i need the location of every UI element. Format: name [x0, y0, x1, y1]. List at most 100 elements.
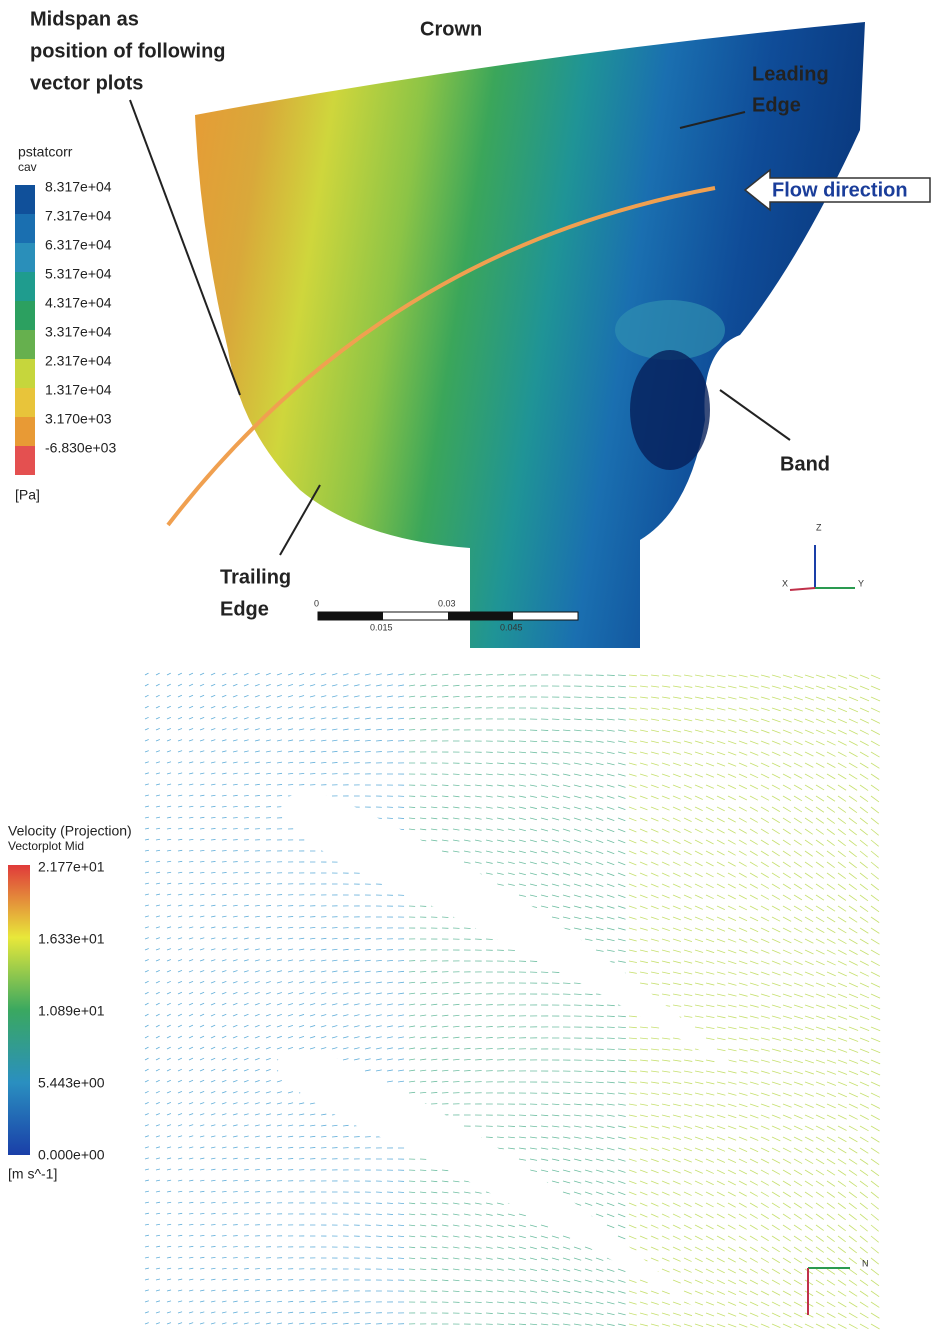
- vector: [618, 1302, 626, 1304]
- vector: [552, 873, 559, 875]
- vector: [662, 1093, 670, 1095]
- vector: [838, 1203, 846, 1209]
- vector: [156, 1312, 160, 1313]
- vector: [871, 752, 880, 757]
- vector: [156, 817, 160, 818]
- vector: [629, 1225, 636, 1228]
- vector: [332, 762, 337, 763]
- vector: [233, 751, 238, 752]
- vector: [167, 684, 171, 686]
- vector: [244, 773, 249, 774]
- vector: [145, 684, 149, 686]
- vector: [783, 851, 791, 856]
- vector: [464, 1258, 471, 1259]
- vector: [541, 840, 548, 842]
- vector: [145, 1147, 149, 1148]
- vector: [783, 1060, 792, 1063]
- vector: [211, 1080, 215, 1082]
- vector: [739, 1038, 748, 1040]
- vector: [717, 1203, 725, 1207]
- vector: [233, 684, 237, 686]
- vector: [739, 774, 747, 778]
- vector: [299, 1047, 304, 1049]
- vector: [684, 1225, 692, 1229]
- vector: [497, 851, 504, 853]
- vector: [145, 1025, 149, 1027]
- vector: [156, 1191, 160, 1192]
- vector: [200, 1213, 204, 1214]
- vector: [200, 1202, 204, 1203]
- vector: [563, 774, 570, 776]
- vector: [783, 1093, 792, 1096]
- vector: [640, 1049, 648, 1050]
- vector: [695, 807, 703, 811]
- vector: [244, 806, 249, 807]
- vector: [827, 807, 835, 812]
- vector: [772, 807, 780, 812]
- vector: [838, 1181, 846, 1187]
- vector: [211, 1058, 215, 1060]
- vector: [640, 774, 648, 776]
- vector: [189, 706, 193, 708]
- vector: [607, 1038, 615, 1039]
- vector: [497, 763, 504, 764]
- vector: [816, 1115, 825, 1119]
- vector: [244, 992, 249, 994]
- vector: [607, 1302, 615, 1304]
- vector: [398, 1247, 404, 1248]
- vector: [145, 927, 149, 928]
- vector: [607, 774, 615, 776]
- vector: [761, 1324, 769, 1327]
- vector: [849, 1170, 857, 1176]
- vector: [365, 960, 371, 961]
- vector: [761, 686, 770, 688]
- vector: [783, 1148, 791, 1152]
- vector: [805, 1148, 813, 1153]
- vector: [310, 1147, 315, 1148]
- vector: [783, 873, 791, 878]
- vector: [816, 1148, 824, 1153]
- vector: [750, 1170, 758, 1174]
- vector: [783, 1225, 791, 1230]
- vector: [816, 895, 824, 900]
- vector: [156, 1003, 160, 1005]
- vector: [629, 785, 637, 787]
- vector: [607, 1192, 614, 1195]
- legend-label: 1.633e+01: [38, 931, 105, 947]
- vector: [640, 796, 648, 799]
- vector: [717, 686, 725, 688]
- vector: [189, 1279, 193, 1280]
- vector: [662, 1313, 670, 1315]
- vector: [651, 1071, 659, 1072]
- vector: [178, 861, 182, 862]
- vector: [684, 862, 692, 866]
- vector: [750, 1005, 759, 1007]
- vector: [816, 1005, 825, 1008]
- vector: [695, 785, 703, 788]
- vector: [783, 829, 791, 834]
- vector: [805, 1324, 813, 1328]
- vector: [673, 972, 681, 974]
- vector: [189, 773, 193, 774]
- vector: [266, 784, 271, 785]
- vector: [695, 708, 703, 710]
- vector: [651, 719, 659, 721]
- vector: [629, 939, 637, 941]
- vector: [420, 696, 426, 697]
- vector: [222, 729, 226, 730]
- vector: [497, 1280, 504, 1281]
- vector: [827, 939, 835, 944]
- vector: [739, 1060, 748, 1062]
- vector: [838, 939, 846, 944]
- vector: [838, 994, 847, 998]
- vector: [541, 1159, 548, 1160]
- vector: [156, 1323, 160, 1324]
- vector: [629, 906, 637, 909]
- vector: [651, 774, 659, 777]
- vector: [145, 1158, 149, 1159]
- vector: [816, 818, 824, 823]
- legend-label: 3.317e+04: [45, 324, 112, 340]
- vector: [200, 1047, 204, 1049]
- vector: [321, 949, 326, 950]
- vector: [772, 774, 780, 778]
